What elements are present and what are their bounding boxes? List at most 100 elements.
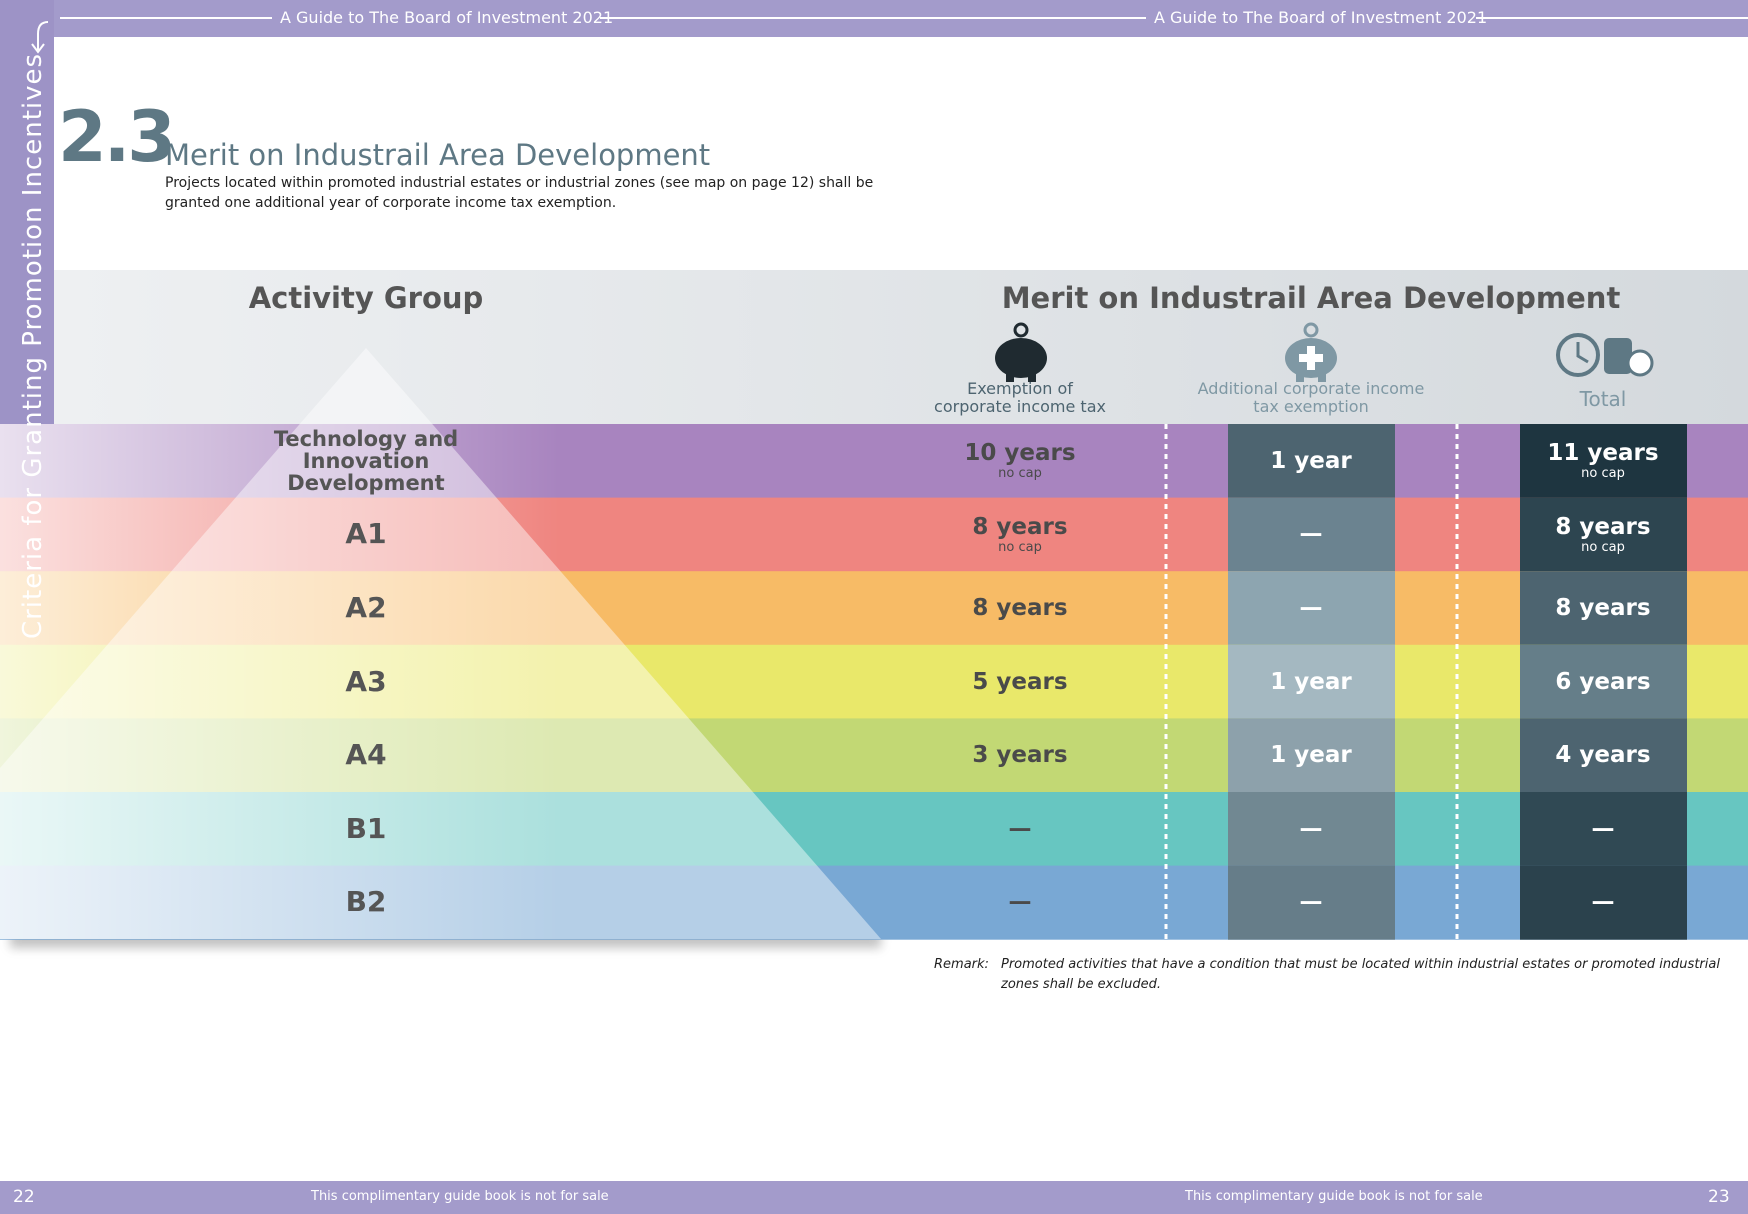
cell-value: 8 years (1555, 513, 1651, 540)
cell-value: 1 year (1270, 742, 1352, 769)
activity-group: A3 (345, 664, 387, 698)
activity-group: A1 (345, 517, 387, 551)
additional-cell: — (1211, 571, 1411, 645)
total-cell (1520, 424, 1687, 499)
additional-cell: 1 year (1211, 645, 1411, 719)
cell-value: 1 year (1270, 668, 1352, 695)
plus-icon (1285, 322, 1337, 382)
cell-value: 5 years (972, 668, 1068, 695)
exemption-cell: 10 years no cap (920, 424, 1120, 498)
cell-value: — (1008, 889, 1032, 916)
total-cell: 11 years no cap (1503, 424, 1703, 498)
cell-value: 8 years (972, 594, 1068, 621)
cell-value: 6 years (1555, 668, 1651, 695)
page-number: 23 (1708, 1187, 1730, 1207)
exemption-cell: 3 years (920, 718, 1120, 792)
column-heading: Total (1453, 380, 1748, 418)
cell-value: — (1299, 521, 1323, 548)
header-band (54, 270, 1748, 424)
remark-label: Remark: (934, 957, 989, 972)
merit-heading: Merit on Industrail Area Development (1001, 281, 1621, 315)
total-cell (1520, 792, 1687, 867)
activity-group: A4 (345, 738, 387, 772)
additional-cell (1228, 865, 1395, 940)
exemption-cell: 5 years (920, 645, 1120, 719)
side-tab-label: Criteria for Granting Promotion Incentiv… (18, 52, 48, 640)
cell-value: 10 years (964, 440, 1076, 467)
cell-value: 8 years (972, 513, 1068, 540)
cell-note: no cap (1581, 466, 1625, 482)
heading-line: Additional corporate income (1197, 379, 1425, 398)
cell-value: — (1008, 815, 1032, 842)
exemption-cell: — (920, 866, 1120, 940)
activity-group: A2 (345, 590, 387, 624)
remark-text: zones shall be excluded. (1001, 977, 1161, 992)
running-title: A Guide to The Board of Investment 2021 (1154, 8, 1488, 27)
total-cell: 6 years (1503, 645, 1703, 719)
additional-cell: — (1211, 792, 1411, 866)
total-cell: — (1503, 792, 1703, 866)
footer-bar (0, 1181, 1748, 1214)
group-heading: Activity Group (248, 281, 484, 315)
fade (0, 424, 560, 939)
additional-cell (1228, 424, 1395, 499)
cell-value: 8 years (1555, 594, 1651, 621)
cell-value: — (1299, 815, 1323, 842)
section-number: 2.3 (58, 96, 176, 178)
running-title: A Guide to The Board of Investment 2021 (280, 8, 614, 27)
heading-line: Exemption of (967, 379, 1073, 398)
exemption-cell: — (920, 792, 1120, 866)
total-cell: — (1503, 866, 1703, 940)
activity-group: Technology and Innovation Development (273, 426, 459, 495)
cell-value: 1 year (1270, 447, 1352, 474)
additional-cell: 1 year (1211, 424, 1411, 498)
footer-note: This complimentary guide book is not for… (311, 1189, 609, 1204)
column-heading: Exemption of corporate income tax (870, 379, 1170, 417)
additional-cell (1228, 718, 1395, 793)
piggy-icon (995, 322, 1047, 382)
additional-cell: — (1211, 866, 1411, 940)
additional-cell (1228, 644, 1395, 719)
remark-text: Promoted activities that have a conditio… (1001, 957, 1720, 972)
cell-value: — (1591, 815, 1615, 842)
cell-value: — (1299, 889, 1323, 916)
column-heading: Additional corporate income tax exemption (1161, 379, 1461, 417)
exemption-cell: 8 years no cap (920, 498, 1120, 572)
cell-value: — (1591, 889, 1615, 916)
cell-note: no cap (998, 539, 1042, 555)
back-arrow (31, 21, 49, 54)
total-cell: 8 years (1503, 571, 1703, 645)
total-cell (1520, 571, 1687, 646)
footer-note: This complimentary guide book is not for… (1185, 1189, 1483, 1204)
exemption-cell: 8 years (920, 571, 1120, 645)
cell-value: 11 years (1547, 440, 1659, 467)
cell-value: — (1299, 594, 1323, 621)
description: Projects located within promoted industr… (165, 175, 874, 191)
description: granted one additional year of corporate… (165, 195, 617, 211)
section-title: Merit on Industrail Area Development (165, 138, 711, 172)
clock-icon (1556, 333, 1654, 377)
additional-cell (1228, 497, 1395, 572)
total-cell (1520, 865, 1687, 940)
cell-value: 4 years (1555, 742, 1651, 769)
activity-group: B1 (345, 811, 387, 845)
cell-note: no cap (998, 466, 1042, 482)
total-cell: 8 years no cap (1503, 498, 1703, 572)
additional-cell: — (1211, 498, 1411, 572)
cell-value: 3 years (972, 742, 1068, 769)
heading-line: tax exemption (1253, 397, 1369, 416)
total-cell: 4 years (1503, 718, 1703, 792)
total-cell (1520, 644, 1687, 719)
heading-line: Total (1579, 387, 1627, 411)
cell-note: no cap (1581, 539, 1625, 555)
heading-line: corporate income tax (934, 397, 1106, 416)
additional-cell: 1 year (1211, 718, 1411, 792)
total-cell (1520, 497, 1687, 572)
additional-cell (1228, 792, 1395, 867)
total-cell (1520, 718, 1687, 793)
page-number: 22 (13, 1187, 35, 1207)
additional-cell (1228, 571, 1395, 646)
activity-group: B2 (345, 885, 387, 919)
